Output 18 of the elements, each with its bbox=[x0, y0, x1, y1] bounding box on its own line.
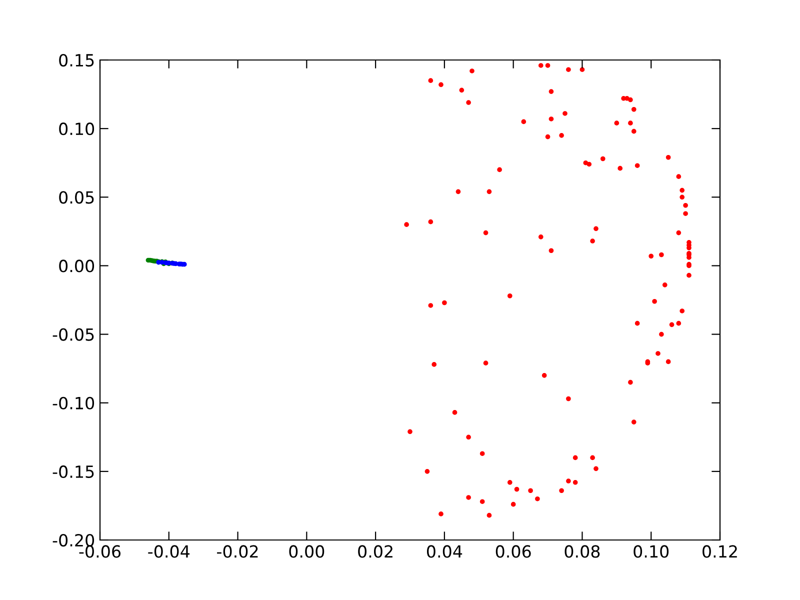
y-tick-label: 0.00 bbox=[59, 260, 94, 272]
y-tick-label: -0.10 bbox=[52, 396, 94, 410]
x-tick-label: -0.02 bbox=[217, 545, 258, 558]
x-tick-label: 0.06 bbox=[496, 545, 531, 558]
x-tick-label: 0.08 bbox=[564, 545, 600, 558]
y-tick-label: -0.05 bbox=[52, 328, 94, 341]
x-tick-label: 0.04 bbox=[426, 545, 462, 558]
y-tick-label: -0.20 bbox=[52, 534, 94, 547]
x-tick-label: 0.00 bbox=[289, 545, 324, 558]
y-tick-label: 0.10 bbox=[59, 122, 94, 136]
x-tick-label: -0.06 bbox=[79, 545, 121, 558]
x-tick-label: 0.02 bbox=[358, 545, 392, 558]
y-tick-label: 0.05 bbox=[59, 191, 94, 204]
y-tick-label: 0.15 bbox=[59, 54, 94, 67]
x-tick-label: 0.10 bbox=[634, 545, 669, 558]
y-tick-label: -0.15 bbox=[52, 465, 94, 478]
x-tick-label: 0.12 bbox=[702, 545, 737, 558]
x-tick-label: -0.04 bbox=[148, 545, 190, 558]
